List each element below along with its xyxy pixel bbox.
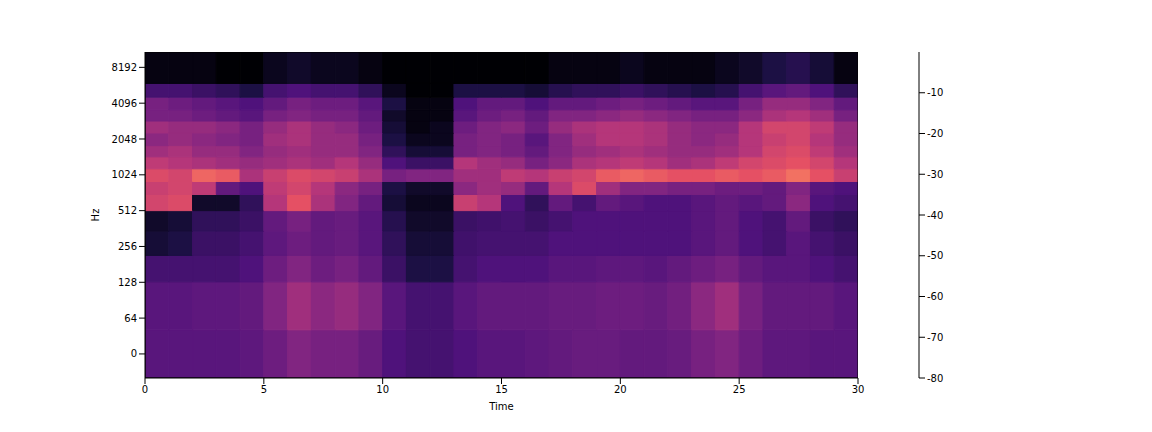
svg-text:2048: 2048 [112, 134, 137, 145]
svg-text:-50: -50 [927, 250, 943, 261]
svg-text:10: 10 [376, 384, 389, 395]
svg-text:0: 0 [131, 348, 137, 359]
svg-text:15: 15 [495, 384, 508, 395]
svg-text:1024: 1024 [112, 169, 137, 180]
svg-text:-40: -40 [927, 210, 943, 221]
svg-text:Time: Time [488, 401, 513, 412]
svg-text:512: 512 [118, 205, 137, 216]
svg-text:30: 30 [852, 384, 865, 395]
svg-text:8192: 8192 [112, 62, 137, 73]
svg-text:-60: -60 [927, 291, 943, 302]
svg-text:-10: -10 [927, 87, 943, 98]
svg-text:4096: 4096 [112, 98, 137, 109]
svg-text:128: 128 [118, 277, 137, 288]
svg-text:Hz: Hz [90, 209, 101, 222]
svg-text:20: 20 [614, 384, 627, 395]
svg-text:-80: -80 [927, 373, 943, 384]
svg-text:64: 64 [124, 313, 137, 324]
svg-text:5: 5 [261, 384, 267, 395]
svg-text:25: 25 [733, 384, 746, 395]
svg-text:0: 0 [142, 384, 148, 395]
svg-text:256: 256 [118, 241, 137, 252]
svg-text:-70: -70 [927, 332, 943, 343]
svg-text:-20: -20 [927, 128, 943, 139]
svg-text:-30: -30 [927, 169, 943, 180]
